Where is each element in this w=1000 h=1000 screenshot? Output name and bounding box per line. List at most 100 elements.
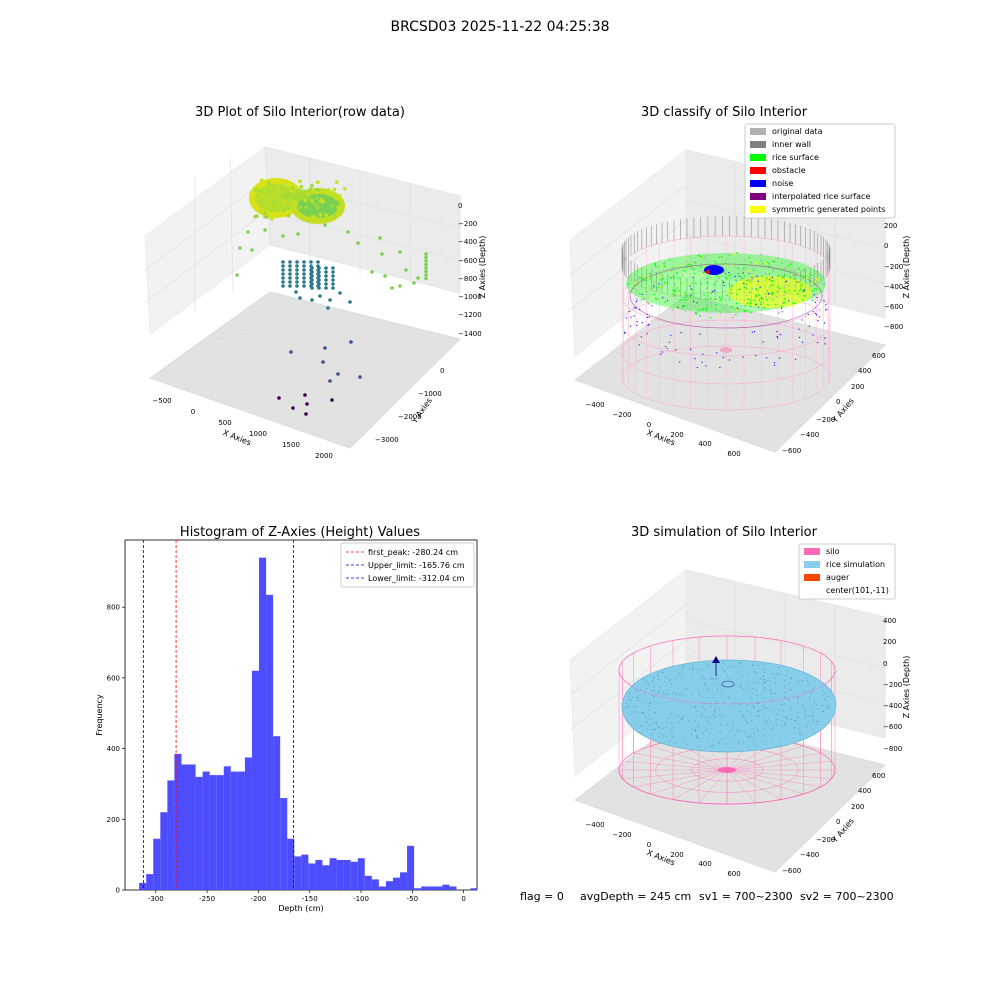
rice-texture-dot	[790, 677, 792, 679]
rice-texture-dot	[698, 738, 700, 739]
classified-point	[715, 304, 717, 306]
scatter-point	[321, 360, 325, 364]
rice-texture-dot	[826, 696, 828, 698]
p2-legend-box	[744, 123, 896, 219]
classified-point	[802, 277, 804, 280]
classified-point	[733, 287, 735, 290]
classified-point	[792, 302, 794, 304]
rice-texture-dot	[762, 681, 764, 683]
noise-point	[719, 366, 721, 368]
rice-texture-dot	[806, 726, 807, 728]
classified-point	[699, 274, 702, 277]
rice-texture-dot	[757, 729, 759, 731]
rice-texture-dot	[741, 716, 743, 718]
scatter-point	[404, 268, 408, 272]
rice-texture-dot	[793, 737, 795, 739]
classified-point	[786, 307, 789, 310]
scatter-point	[338, 291, 342, 295]
rice-texture-dot	[771, 728, 773, 730]
p2-z-tick: −200	[884, 263, 903, 271]
classified-point	[766, 299, 768, 301]
classified-point	[772, 284, 774, 286]
noise-point	[635, 307, 637, 309]
classified-point	[686, 305, 689, 307]
p1-z-tick: −1400	[458, 330, 482, 338]
p4-z-ticks: 400 200 0 −200 −400 −600 −800	[883, 617, 902, 753]
noise-point	[705, 365, 707, 367]
rice-texture-dot	[801, 733, 803, 735]
rice-texture-dot	[657, 675, 659, 677]
classified-point	[724, 262, 727, 265]
rice-texture-dot	[784, 725, 786, 727]
scatter-point	[295, 264, 299, 268]
histogram-bar	[280, 798, 288, 890]
rice-texture-dot	[775, 723, 777, 725]
p1-z-tick: −1200	[458, 311, 482, 319]
rice-texture-dot	[753, 737, 755, 739]
classified-point	[789, 271, 791, 273]
rice-texture-dot	[750, 713, 752, 714]
rice-texture-dot	[745, 733, 746, 735]
rice-texture-dot	[675, 678, 677, 680]
p4-center-marker	[721, 680, 735, 688]
rice-texture-dot	[664, 676, 666, 678]
rice-texture-dot	[751, 736, 753, 738]
p4-y-tick: 200	[851, 803, 864, 811]
classified-point	[800, 288, 802, 291]
classified-point	[792, 274, 795, 277]
footer-flag: flag = 0	[520, 890, 564, 903]
classified-point	[765, 289, 767, 291]
rice-texture-dot	[671, 736, 673, 738]
classified-point	[650, 287, 653, 289]
classified-point	[719, 284, 721, 287]
classified-point	[743, 264, 746, 266]
p2-z-tick: 0	[884, 242, 888, 250]
noise-point	[788, 300, 790, 302]
histogram-bar	[357, 858, 365, 890]
rice-texture-dot	[733, 702, 735, 704]
classified-point	[780, 262, 783, 264]
rice-texture-dot	[654, 689, 656, 691]
scatter-point	[277, 396, 281, 400]
rice-texture-dot	[740, 686, 742, 688]
rice-texture-dot	[797, 722, 799, 724]
p4-auger-marker	[712, 656, 720, 663]
classified-point	[816, 270, 819, 273]
rice-texture-dot	[669, 713, 671, 715]
classified-point	[802, 299, 804, 301]
classified-point	[790, 263, 792, 266]
classified-point	[710, 317, 712, 319]
rice-texture-dot	[683, 688, 685, 690]
p1-zlabel: Z Axies (Depth)	[478, 236, 487, 299]
scatter-point	[283, 193, 287, 198]
legend-label: rice simulation	[826, 560, 885, 569]
silo-floor-spoke	[726, 752, 821, 771]
legend-label: first_peak: -280.24 cm	[368, 548, 458, 557]
rice-texture-dot	[706, 720, 708, 722]
classified-point	[786, 267, 789, 269]
noise-point	[773, 362, 776, 364]
classified-point	[718, 298, 720, 301]
rice-texture-dot	[719, 708, 721, 710]
classified-point	[776, 296, 778, 298]
rice-texture-dot	[790, 689, 792, 691]
scatter-point	[310, 298, 314, 302]
scatter-point	[317, 278, 321, 282]
rice-texture-dot	[778, 673, 780, 675]
legend-label: symmetric generated points	[772, 205, 885, 214]
classified-point	[705, 298, 707, 301]
scatter-point	[331, 270, 335, 274]
scatter-point	[424, 259, 428, 263]
classified-point	[719, 299, 721, 302]
histogram-bar	[385, 881, 393, 890]
p2-legend-items: original data inner wall rice surface obsta…	[750, 127, 885, 214]
rice-texture-dot	[705, 685, 707, 687]
classified-point	[749, 303, 751, 305]
rice-texture-dot	[716, 678, 718, 680]
classified-point	[750, 261, 752, 264]
classified-point	[768, 262, 770, 265]
scatter-point	[272, 200, 276, 205]
classified-point	[644, 279, 646, 282]
classified-point	[702, 270, 704, 272]
rice-texture-dot	[765, 707, 767, 709]
